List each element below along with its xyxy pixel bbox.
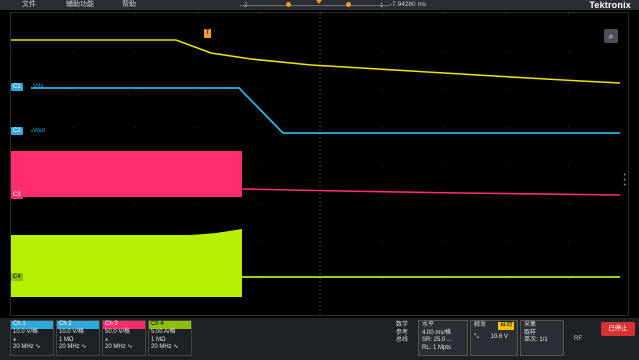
- trigger-position-marker[interactable]: T: [204, 29, 211, 38]
- ch4-badge-title: Ch 4: [149, 321, 191, 329]
- trace-ch3-sw-burst: [11, 151, 242, 197]
- ch3-name: SW: [33, 192, 43, 198]
- trace-ch1-vin: [31, 87, 620, 134]
- acquisition-title: 采集: [524, 322, 537, 328]
- menu-bar: 文件 辅助功能 帮助 2 1 -7.94280 ms Tektronix: [0, 0, 639, 10]
- ref-label: 参考: [396, 329, 409, 336]
- ch4-ground-marker[interactable]: C4: [11, 273, 23, 281]
- ch4-badge[interactable]: Ch 4 5.00 A/格 1 MΩ 20 MHz ∿: [148, 320, 192, 356]
- ch4-coupling: 1 MΩ: [151, 336, 166, 343]
- menu-file[interactable]: 文件: [22, 1, 36, 8]
- ch3-coupling: ⩚: [105, 336, 109, 343]
- trace-ch3-sw: [241, 188, 621, 196]
- zoom-icon[interactable]: ⌕: [604, 29, 618, 43]
- timeline-trigger-icon: [316, 0, 322, 4]
- ch2-ground-marker[interactable]: C2: [11, 127, 23, 135]
- ch2-badge[interactable]: Ch 2 10.0 V/格 1 MΩ 20 MHz ∿: [56, 320, 100, 356]
- ch1-badge-title: Ch 1: [11, 321, 53, 329]
- ch2-scale: 10.0 V/格: [59, 329, 85, 335]
- timeline-cursor-b[interactable]: [346, 2, 351, 7]
- horizontal-scale: 4.00 ms/格: [422, 329, 452, 336]
- trace-yellow: [11, 39, 621, 84]
- ch1-badge[interactable]: Ch 1 10.0 V/格 ⩚ 20 MHz ∿: [10, 320, 54, 356]
- settings-bar: Ch 1 10.0 V/格 ⩚ 20 MHz ∿ Ch 2 10.0 V/格 1…: [0, 318, 639, 360]
- menu-help[interactable]: 帮助: [122, 1, 136, 8]
- bus-label: 总线: [396, 337, 409, 343]
- sample-rate: SR: 25.0 ...: [422, 337, 453, 343]
- ch3-badge-title: Ch 3: [103, 321, 145, 329]
- horizontal-panel[interactable]: 水平 4.00 ms/格 SR: 25.0 ... RL: 1 Mpts: [418, 320, 468, 356]
- ch1-ground-marker[interactable]: C1: [11, 83, 23, 91]
- ch1-name: VIN: [33, 84, 44, 90]
- run-stop-button[interactable]: 已停止: [601, 322, 635, 336]
- math-label: 数学: [396, 322, 409, 328]
- ch3-bandwidth: 20 MHz ∿: [105, 344, 133, 350]
- side-handle-icon[interactable]: • • •: [623, 172, 626, 189]
- ch1-coupling: ⩚: [13, 336, 17, 343]
- math-ref-bus-button[interactable]: 数学 参考 总线: [396, 322, 408, 345]
- acquisition-panel[interactable]: 采集 取样 单次: 1/1: [520, 320, 564, 356]
- tektronix-logo: Tektronix: [589, 0, 631, 10]
- acquisition-mode: 取样: [524, 329, 537, 336]
- trace-ch4-il-burst: [11, 229, 242, 297]
- timeline-left-mark: 2: [244, 3, 248, 9]
- cursor-readout: -7.94280 ms: [390, 1, 427, 8]
- ch1-scale: 10.0 V/格: [13, 329, 39, 335]
- record-length: RL: 1 Mpts: [422, 344, 452, 351]
- ch1-bandwidth: 20 MHz ∿: [13, 344, 41, 350]
- waveform-svg: [11, 13, 628, 315]
- trigger-mode-badge: 自动: [497, 322, 514, 330]
- trigger-slope-icon: ⤡: [474, 333, 479, 340]
- trigger-level: 10.6 V: [490, 333, 508, 340]
- timeline-right-mark: 1: [380, 3, 384, 9]
- horizontal-title: 水平: [422, 322, 435, 328]
- ch2-bandwidth: 20 MHz ∿: [59, 344, 87, 350]
- ch3-ground-marker[interactable]: C3: [11, 191, 23, 199]
- ch4-bandwidth: 20 MHz ∿: [151, 344, 179, 350]
- ch4-name: IL: [33, 274, 39, 280]
- trigger-panel[interactable]: 触发 自动 ⤡ 10.6 V: [470, 320, 518, 356]
- acquisition-single: 单次: 1/1: [524, 337, 548, 343]
- ch3-badge[interactable]: Ch 3 50.0 V/格 ⩚ 20 MHz ∿: [102, 320, 146, 356]
- ch2-coupling: 1 MΩ: [59, 336, 74, 343]
- rf-label[interactable]: RF: [574, 336, 582, 342]
- ch3-scale: 50.0 V/格: [105, 329, 131, 335]
- timeline-cursor-a[interactable]: [286, 2, 291, 7]
- trigger-title: 触发: [474, 322, 487, 328]
- record-timeline[interactable]: [240, 5, 390, 6]
- ch4-scale: 5.00 A/格: [151, 329, 176, 335]
- waveform-graticule[interactable]: T ⌕ • • • C1 VIN C2 Vout C3 SW C4 IL: [10, 12, 629, 316]
- menu-utility[interactable]: 辅助功能: [66, 1, 94, 8]
- ch2-badge-title: Ch 2: [57, 321, 99, 329]
- ch2-name: Vout: [33, 128, 46, 134]
